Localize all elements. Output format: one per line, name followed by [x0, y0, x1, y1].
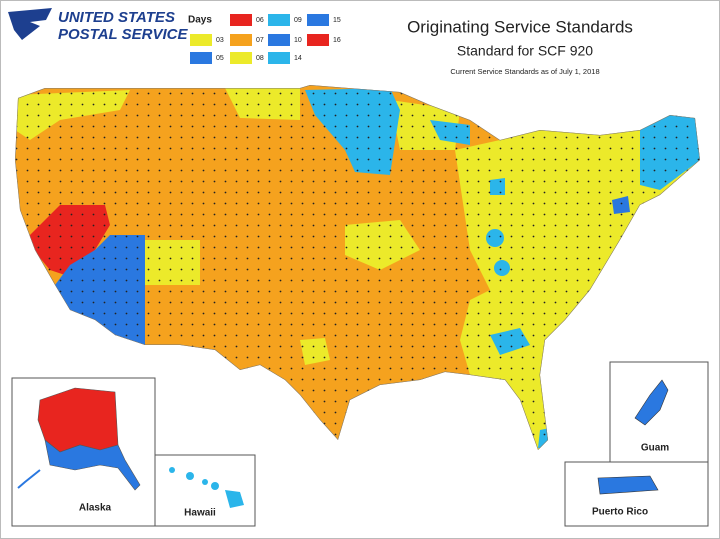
subtitle: Standard for SCF 920	[457, 43, 593, 59]
legend-swatch	[307, 34, 329, 46]
alaska-inset: Alaska	[11, 377, 156, 527]
legend-label: 07	[256, 37, 264, 44]
logo-text: POSTAL SERVICE	[58, 26, 188, 43]
legend-label: 08	[256, 55, 264, 62]
legend-swatch	[268, 14, 290, 26]
legend: Days 03 05 06 07 08 09 10 14 15 16	[188, 14, 341, 64]
inset-label: Puerto Rico	[592, 507, 648, 518]
logo: UNITED STATES POSTAL SERVICE	[8, 8, 188, 43]
puerto-rico-inset: Puerto Rico	[564, 461, 709, 527]
legend-swatch	[190, 34, 212, 46]
legend-label: 03	[216, 37, 224, 44]
legend-label: 06	[256, 17, 264, 24]
note: Current Service Standards as of July 1, …	[450, 67, 599, 76]
legend-label: 14	[294, 55, 302, 62]
guam-inset: Guam	[609, 361, 709, 463]
legend-swatch	[230, 14, 252, 26]
logo-text: UNITED STATES	[58, 9, 175, 26]
legend-label: 09	[294, 17, 302, 24]
legend-label: 10	[294, 37, 302, 44]
inset-label: Alaska	[79, 503, 112, 514]
legend-swatch	[190, 52, 212, 64]
legend-swatch	[268, 34, 290, 46]
inset-label: Hawaii	[184, 508, 216, 519]
legend-title: Days	[188, 15, 212, 26]
legend-swatch	[230, 52, 252, 64]
inset-label: Guam	[641, 443, 669, 454]
legend-label: 16	[333, 37, 341, 44]
legend-label: 15	[333, 17, 341, 24]
hawaii-inset: Hawaii	[154, 454, 256, 527]
legend-swatch	[307, 14, 329, 26]
legend-swatch	[268, 52, 290, 64]
legend-label: 05	[216, 55, 224, 62]
title: Originating Service Standards	[407, 17, 633, 36]
legend-swatch	[230, 34, 252, 46]
